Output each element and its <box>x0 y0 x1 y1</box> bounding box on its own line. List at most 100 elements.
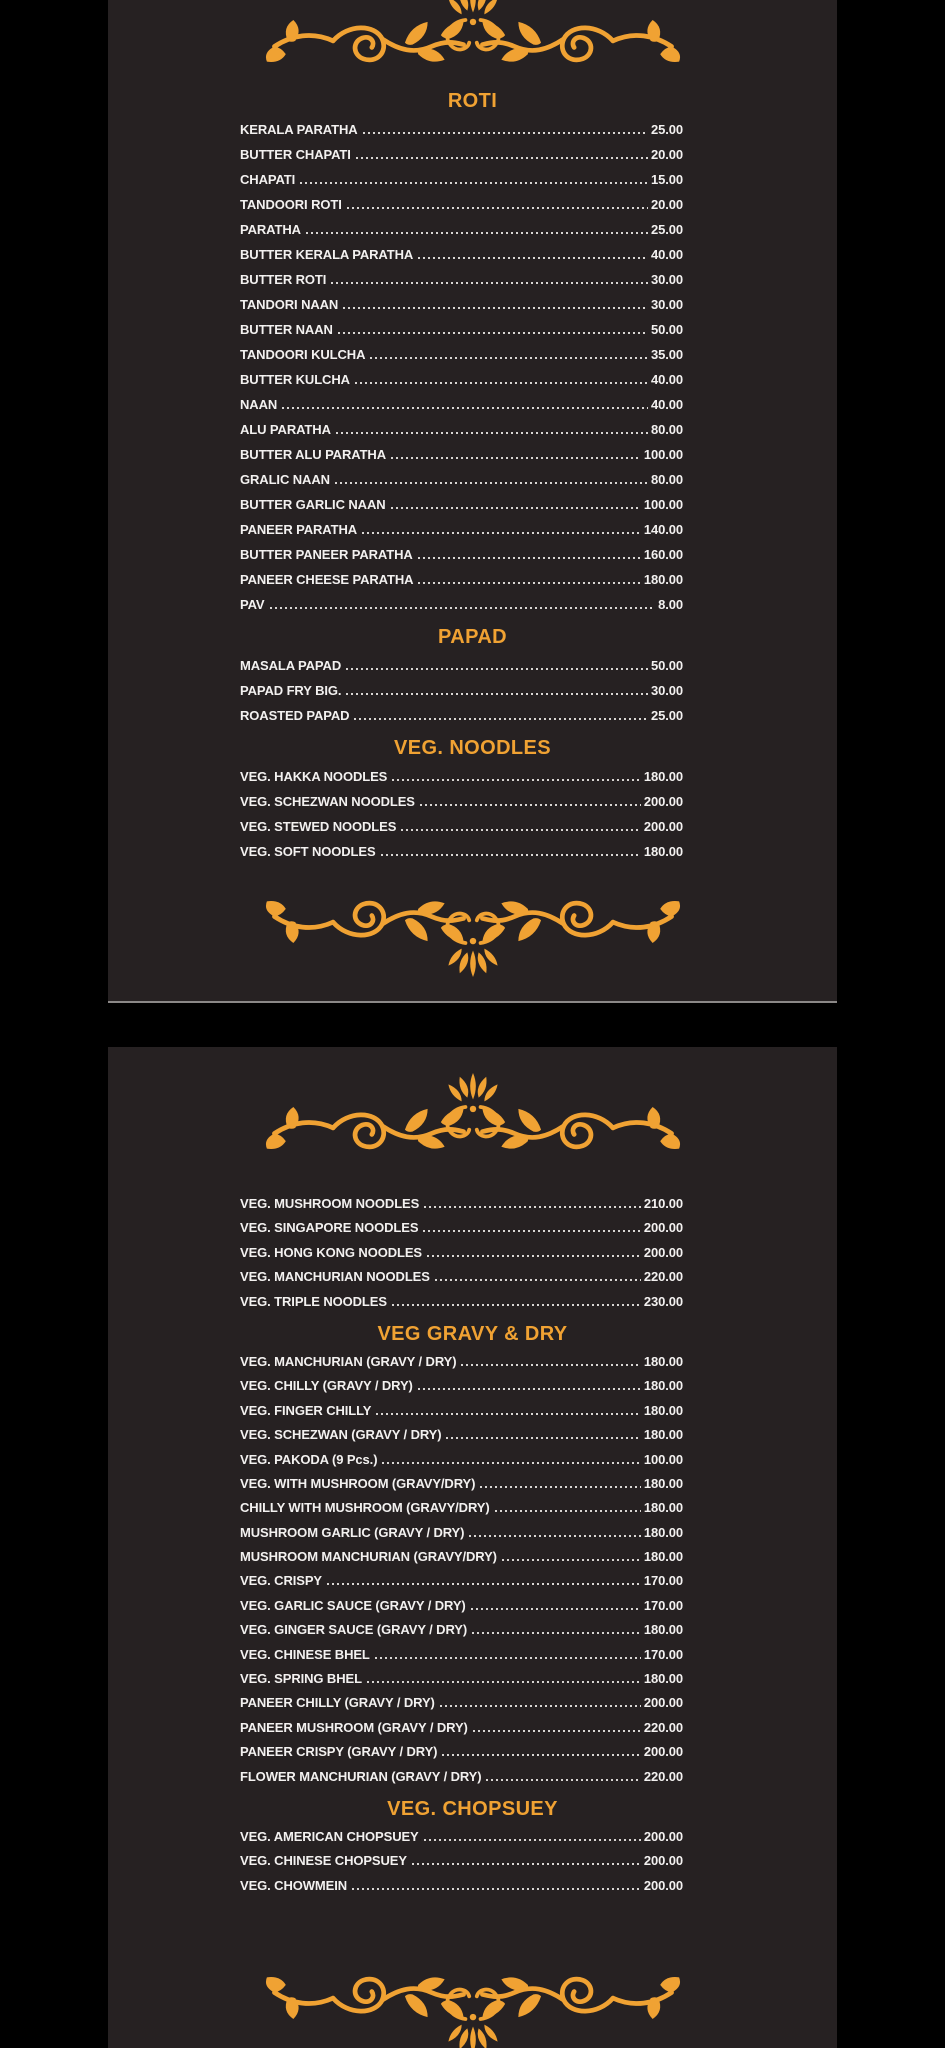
dot-leader <box>392 779 641 781</box>
dot-leader <box>418 582 641 584</box>
menu-item-row: VEG. AMERICAN CHOPSUEY 200.00 <box>240 1825 683 1849</box>
menu-item-row: KERALA PARATHA 25.00 <box>240 117 683 142</box>
menu-item-row: VEG. CHINESE BHEL 170.00 <box>240 1643 683 1667</box>
dot-leader <box>337 332 648 334</box>
menu-item-row: ROASTED PAPAD 25.00 <box>240 703 683 728</box>
dot-leader <box>417 1388 641 1391</box>
item-name: VEG. STEWED NOODLES <box>240 819 397 834</box>
item-price: 100.00 <box>643 497 683 512</box>
dot-leader <box>423 1838 641 1841</box>
item-price: 50.00 <box>650 322 683 337</box>
dot-leader <box>370 357 648 359</box>
item-name: MUSHROOM MANCHURIAN (GRAVY/DRY) <box>240 1549 497 1565</box>
item-price: 100.00 <box>643 447 683 462</box>
item-price: 230.00 <box>643 1293 683 1309</box>
dot-leader <box>486 1778 641 1781</box>
item-price: 180.00 <box>643 1622 683 1638</box>
item-price: 180.00 <box>643 572 683 587</box>
item-name: VEG. CHINESE CHOPSUEY <box>240 1853 407 1869</box>
item-name: PANEER CHEESE PARATHA <box>240 572 414 587</box>
dot-leader <box>366 1681 641 1684</box>
item-name: VEG. PAKODA (9 Pcs.) <box>240 1451 378 1467</box>
menu-item-row: PANEER PARATHA 140.00 <box>240 517 683 542</box>
dot-leader <box>346 668 648 670</box>
item-name: VEG. MANCHURIAN (GRAVY / DRY) <box>240 1353 457 1369</box>
item-name: NAAN <box>240 397 278 412</box>
dot-leader <box>472 1632 641 1635</box>
item-name: VEG. TRIPLE NOODLES <box>240 1293 387 1309</box>
menu-item-row: VEG. MANCHURIAN NOODLES 220.00 <box>240 1265 683 1289</box>
item-price: 180.00 <box>643 844 683 859</box>
item-name: VEG. SOFT NOODLES <box>240 844 376 859</box>
menu-item-row: TANDORI NAAN 30.00 <box>240 292 683 317</box>
menu-item-row: VEG. PAKODA (9 Pcs.) 100.00 <box>240 1448 683 1472</box>
dot-leader <box>423 1230 641 1233</box>
menu-sections: VEG. MUSHROOM NOODLES 210.00 VEG. SINGAPOR… <box>108 1192 837 1898</box>
dot-leader <box>331 282 648 284</box>
item-price: 140.00 <box>643 522 683 537</box>
item-price: 30.00 <box>650 297 683 312</box>
item-name: VEG. CHINESE BHEL <box>240 1646 370 1662</box>
menu-item-row: VEG. TRIPLE NOODLES 230.00 <box>240 1290 683 1314</box>
item-price: 15.00 <box>650 172 683 187</box>
item-price: 180.00 <box>643 1549 683 1565</box>
section-item-list: VEG. HAKKA NOODLES 180.00 VEG. SCHEZWAN NO… <box>240 764 683 864</box>
dot-leader <box>376 1412 641 1415</box>
item-name: VEG. FINGER CHILLY <box>240 1402 372 1418</box>
item-name: PANEER CHILLY (GRAVY / DRY) <box>240 1695 435 1711</box>
item-price: 200.00 <box>643 1828 683 1844</box>
menu-item-row: VEG. STEWED NOODLES 200.00 <box>240 814 683 839</box>
item-name: BUTTER KERALA PARATHA <box>240 247 414 262</box>
item-price: 220.00 <box>643 1269 683 1285</box>
menu-item-row: MASALA PAPAD 50.00 <box>240 653 683 678</box>
item-price: 40.00 <box>650 247 683 262</box>
menu-item-row: BUTTER GARLIC NAAN 100.00 <box>240 492 683 517</box>
menu-item-row: GRALIC NAAN 80.00 <box>240 467 683 492</box>
dot-leader <box>335 432 648 434</box>
dot-leader <box>391 1303 641 1306</box>
item-price: 200.00 <box>643 1744 683 1760</box>
item-name: BUTTER ALU PARATHA <box>240 447 386 462</box>
menu-item-row: VEG. CHILLY (GRAVY / DRY) 180.00 <box>240 1374 683 1398</box>
item-price: 50.00 <box>650 658 683 673</box>
flourish-ornament-icon <box>265 888 681 979</box>
item-price: 30.00 <box>650 272 683 287</box>
menu-item-row: BUTTER KERALA PARATHA 40.00 <box>240 242 683 267</box>
item-name: ALU PARATHA <box>240 422 331 437</box>
dot-leader <box>362 532 641 534</box>
menu-item-row: BUTTER NAAN 50.00 <box>240 317 683 342</box>
dot-leader <box>461 1363 641 1366</box>
section-item-list: VEG. AMERICAN CHOPSUEY 200.00 VEG. CHINESE… <box>240 1825 683 1898</box>
menu-item-row: VEG. MUSHROOM NOODLES 210.00 <box>240 1192 683 1216</box>
item-name: VEG. WITH MUSHROOM (GRAVY/DRY) <box>240 1475 476 1491</box>
menu-item-row: NAAN 40.00 <box>240 392 683 417</box>
item-price: 200.00 <box>643 794 683 809</box>
dot-leader <box>300 182 648 184</box>
item-price: 20.00 <box>650 197 683 212</box>
menu-item-row: ALU PARATHA 80.00 <box>240 417 683 442</box>
flourish-ornament-icon <box>265 0 681 75</box>
item-name: GRALIC NAAN <box>240 472 330 487</box>
item-name: BUTTER PANEER PARATHA <box>240 547 413 562</box>
item-name: VEG. CHOWMEIN <box>240 1877 348 1893</box>
dot-leader <box>472 1729 641 1732</box>
dot-leader <box>354 718 648 720</box>
item-name: MUSHROOM GARLIC (GRAVY / DRY) <box>240 1524 465 1540</box>
item-price: 40.00 <box>650 372 683 387</box>
item-name: CHILLY WITH MUSHROOM (GRAVY/DRY) <box>240 1500 490 1516</box>
dot-leader <box>501 1559 641 1562</box>
item-price: 220.00 <box>643 1719 683 1735</box>
item-name: PARATHA <box>240 222 301 237</box>
item-price: 20.00 <box>650 147 683 162</box>
dot-leader <box>269 607 656 609</box>
dot-leader <box>442 1754 641 1757</box>
item-name: CHAPATI <box>240 172 296 187</box>
dot-leader <box>469 1534 641 1537</box>
item-name: MASALA PAPAD <box>240 658 342 673</box>
item-name: FLOWER MANCHURIAN (GRAVY / DRY) <box>240 1768 482 1784</box>
menu-item-row: VEG. HONG KONG NOODLES 200.00 <box>240 1241 683 1265</box>
item-price: 80.00 <box>650 422 683 437</box>
dot-leader <box>411 1863 641 1866</box>
item-price: 180.00 <box>643 1671 683 1687</box>
section-title: VEG. CHOPSUEY <box>387 1797 558 1820</box>
